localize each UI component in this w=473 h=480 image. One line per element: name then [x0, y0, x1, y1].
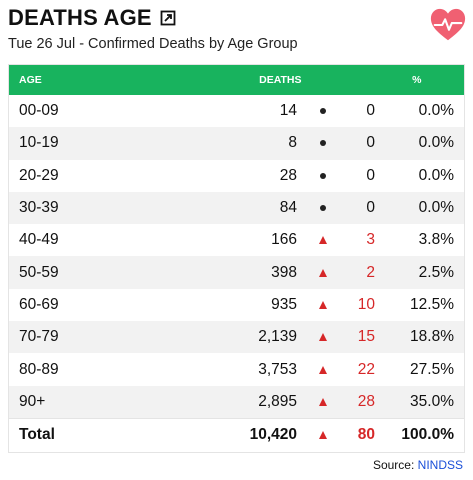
row-indicator: [297, 365, 349, 374]
row-deaths: 28: [279, 166, 297, 184]
table-row: 30-39 84 0 0.0%: [9, 191, 464, 225]
row-new-deaths: 0: [366, 102, 375, 120]
dot-icon: [320, 172, 326, 179]
row-indicator: [297, 268, 349, 277]
heart-pulse-icon: [430, 8, 466, 41]
table-row: 80-89 3,753 22 27.5%: [9, 353, 464, 386]
row-indicator: [297, 108, 349, 115]
table-row: 10-19 8 0 0.0%: [9, 127, 464, 160]
table-header: AGE DEATHS %: [9, 65, 464, 95]
total-label: Total: [19, 426, 55, 444]
row-pct: 12.5%: [410, 295, 454, 313]
row-indicator: [297, 236, 349, 245]
subtitle: Tue 26 Jul - Confirmed Deaths by Age Gro…: [8, 36, 298, 52]
row-pct: 3.8%: [418, 231, 454, 249]
up-triangle-icon: [319, 333, 327, 342]
row-new-deaths: 28: [357, 392, 375, 410]
header: DEATHS AGE Tue 26 Jul - Confirmed Deaths…: [8, 4, 465, 56]
row-pct: 2.5%: [418, 263, 454, 281]
title-row: DEATHS AGE: [8, 4, 465, 32]
up-triangle-icon: [319, 431, 327, 440]
source-label: Source:: [372, 458, 415, 472]
header-pct: %: [412, 74, 422, 86]
table-body: 00-09 14 0 0.0% 10-19 8 0 0.0% 20-29 28 0 0.0% 30-39…: [9, 95, 464, 418]
row-indicator: [297, 205, 349, 212]
row-indicator: [297, 172, 349, 179]
up-triangle-icon: [319, 300, 327, 309]
row-indicator: [297, 397, 349, 406]
row-pct: 0.0%: [418, 134, 454, 152]
table-row: 40-49 166 3 3.8%: [9, 224, 464, 257]
row-deaths: 14: [279, 102, 297, 120]
up-triangle-icon: [319, 365, 327, 374]
row-pct: 0.0%: [418, 166, 454, 184]
external-link-icon[interactable]: [160, 10, 176, 26]
row-new-deaths: 15: [357, 328, 375, 346]
row-new-deaths: 3: [366, 231, 375, 249]
table-row: 60-69 935 10 12.5%: [9, 288, 464, 322]
row-new-deaths: 0: [366, 199, 375, 217]
table-row: 20-29 28 0 0.0%: [9, 159, 464, 192]
total-new-deaths: 80: [357, 426, 375, 444]
row-new-deaths: 0: [366, 134, 375, 152]
row-deaths: 166: [271, 231, 297, 249]
source-footer: Source: NINDSS: [373, 458, 463, 472]
row-new-deaths: 22: [357, 360, 375, 378]
up-triangle-icon: [319, 236, 327, 245]
row-pct: 0.0%: [418, 199, 454, 217]
row-age: 50-59: [19, 263, 59, 281]
dot-icon: [320, 108, 326, 115]
row-new-deaths: 0: [366, 166, 375, 184]
table-row: 70-79 2,139 15 18.8%: [9, 321, 464, 354]
up-triangle-icon: [319, 268, 327, 277]
row-deaths: 84: [279, 199, 297, 217]
row-pct: 27.5%: [410, 360, 454, 378]
header-age: AGE: [19, 74, 42, 86]
row-age: 60-69: [19, 295, 59, 313]
table-row: 50-59 398 2 2.5%: [9, 256, 464, 289]
header-deaths: DEATHS: [259, 74, 302, 86]
total-row: Total 10,420 80 100.0%: [9, 417, 464, 452]
row-pct: 18.8%: [410, 328, 454, 346]
row-pct: 0.0%: [418, 102, 454, 120]
row-deaths: 2,139: [258, 328, 297, 346]
table-row: 90+ 2,895 28 35.0%: [9, 385, 464, 418]
row-deaths: 935: [271, 295, 297, 313]
dot-icon: [320, 205, 326, 212]
deaths-by-age-table: AGE DEATHS % 00-09 14 0 0.0% 10-19 8 0 0.0% 20-2…: [8, 64, 465, 453]
row-deaths: 2,895: [258, 392, 297, 410]
row-age: 90+: [19, 392, 46, 410]
total-deaths: 10,420: [249, 426, 297, 444]
dot-icon: [320, 140, 326, 147]
row-deaths: 8: [288, 134, 297, 152]
row-deaths: 398: [271, 263, 297, 281]
row-age: 00-09: [19, 102, 59, 120]
row-age: 20-29: [19, 166, 59, 184]
total-indicator: [297, 431, 349, 440]
up-triangle-icon: [319, 397, 327, 406]
page-title: DEATHS AGE: [8, 5, 152, 30]
row-deaths: 3,753: [258, 360, 297, 378]
row-age: 40-49: [19, 231, 59, 249]
row-new-deaths: 10: [357, 295, 375, 313]
row-age: 10-19: [19, 134, 59, 152]
row-indicator: [297, 300, 349, 309]
table-row: 00-09 14 0 0.0%: [9, 95, 464, 128]
row-new-deaths: 2: [366, 263, 375, 281]
row-indicator: [297, 140, 349, 147]
source-link[interactable]: NINDSS: [417, 458, 463, 472]
row-age: 30-39: [19, 199, 59, 217]
total-pct: 100.0%: [401, 426, 454, 444]
row-age: 80-89: [19, 360, 59, 378]
row-indicator: [297, 333, 349, 342]
row-pct: 35.0%: [410, 392, 454, 410]
row-age: 70-79: [19, 328, 59, 346]
